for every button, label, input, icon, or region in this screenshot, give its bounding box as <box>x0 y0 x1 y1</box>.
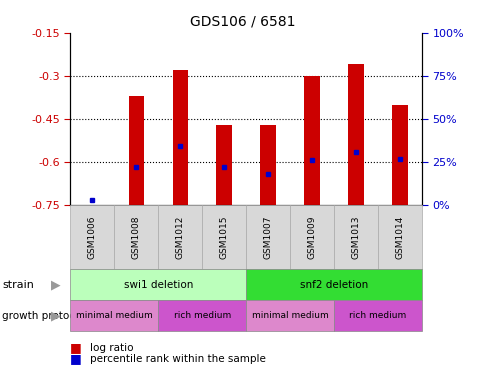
Text: ■: ■ <box>70 341 82 354</box>
Text: log ratio: log ratio <box>90 343 133 353</box>
Bar <box>84 205 100 206</box>
Text: swi1 deletion: swi1 deletion <box>123 280 193 290</box>
Bar <box>260 125 275 205</box>
Text: minimal medium: minimal medium <box>76 311 152 320</box>
Text: ■: ■ <box>70 352 82 365</box>
Text: percentile rank within the sample: percentile rank within the sample <box>90 354 265 364</box>
Text: rich medium: rich medium <box>348 311 406 320</box>
Text: GSM1013: GSM1013 <box>351 215 360 259</box>
Text: GSM1014: GSM1014 <box>394 215 404 259</box>
Bar <box>216 125 231 205</box>
Text: GSM1009: GSM1009 <box>307 215 316 259</box>
Text: GSM1006: GSM1006 <box>88 215 97 259</box>
Bar <box>172 70 187 205</box>
Text: ▶: ▶ <box>51 278 60 291</box>
Text: GSM1012: GSM1012 <box>175 215 184 259</box>
Text: GSM1007: GSM1007 <box>263 215 272 259</box>
Bar <box>304 76 319 205</box>
Text: GDS106 / 6581: GDS106 / 6581 <box>189 15 295 29</box>
Text: GSM1008: GSM1008 <box>132 215 140 259</box>
Text: strain: strain <box>2 280 34 290</box>
Text: snf2 deletion: snf2 deletion <box>299 280 367 290</box>
Text: minimal medium: minimal medium <box>251 311 328 320</box>
Text: GSM1015: GSM1015 <box>219 215 228 259</box>
Bar <box>348 64 363 205</box>
Text: rich medium: rich medium <box>173 311 230 320</box>
Bar <box>128 96 144 205</box>
Text: growth protocol: growth protocol <box>2 311 85 321</box>
Bar <box>392 105 407 205</box>
Text: ▶: ▶ <box>51 309 60 322</box>
